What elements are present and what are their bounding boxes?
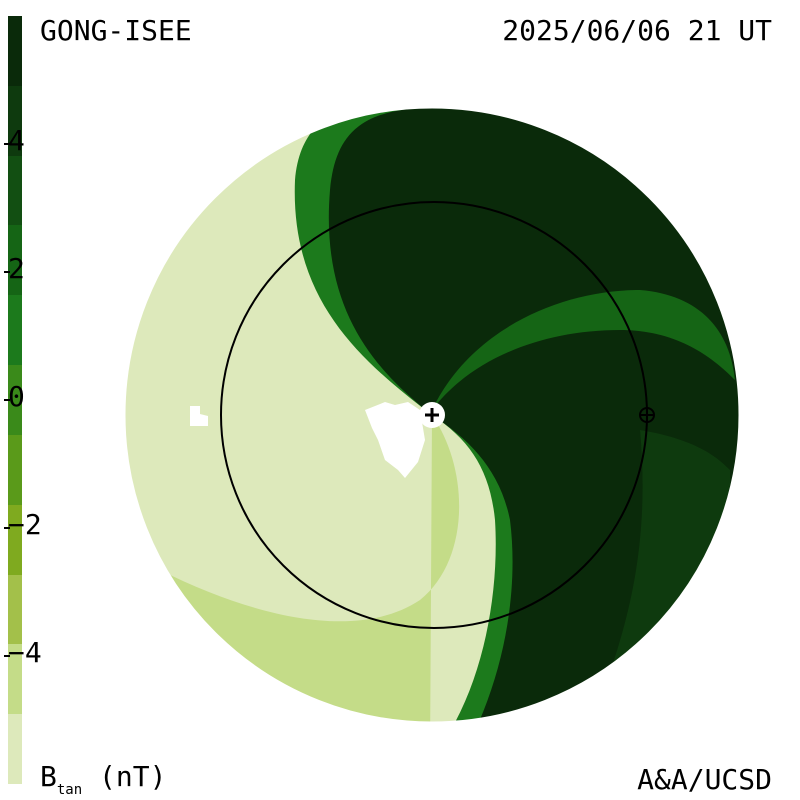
- earth-crosshair-marker: [639, 407, 655, 423]
- colorbar: [8, 16, 22, 785]
- colorbar-segment: [8, 714, 22, 785]
- colorbar-tick-label: 0: [8, 380, 25, 413]
- source-label: GONG-ISEE: [40, 14, 192, 47]
- data-gap-left: [190, 406, 208, 426]
- data-gap-center: [365, 402, 425, 478]
- colorbar-tick-label: 4: [8, 124, 25, 157]
- colorbar-segment: [8, 85, 22, 157]
- colorbar-segment: [8, 225, 22, 296]
- unit-rest: (nT): [82, 760, 167, 793]
- map-outer-boundary: [124, 107, 740, 723]
- colorbar-segment: [8, 295, 22, 366]
- colorbar-tick-mark: [4, 399, 10, 401]
- unit-main: B: [40, 760, 57, 793]
- colorbar-tick-label: −4: [8, 636, 42, 669]
- colorbar-tick-label: −2: [8, 508, 42, 541]
- colorbar-segment: [8, 365, 22, 436]
- colorbar-segment: [8, 155, 22, 226]
- colorbar-tick-mark: [4, 527, 10, 529]
- colorbar-tick-label: 2: [8, 252, 25, 285]
- unit-subscript: tan: [56, 782, 83, 798]
- sun-plus-marker: [419, 402, 445, 428]
- colorbar-segment: [8, 644, 22, 715]
- colorbar-segment: [8, 574, 22, 645]
- colorbar-tick-mark: [4, 143, 10, 145]
- colorbar-segment: [8, 16, 22, 87]
- colorbar-unit-label: Btan (nT): [40, 760, 166, 798]
- colorbar-segment: [8, 434, 22, 506]
- positive-arm-mid: [432, 290, 735, 410]
- colorbar-tick-mark: [4, 655, 10, 657]
- colorbar-segment: [8, 504, 22, 576]
- datetime-label: 2025/06/06 21 UT: [502, 14, 772, 47]
- colorbar-tick-mark: [4, 271, 10, 273]
- credit-label: A&A/UCSD: [637, 763, 772, 796]
